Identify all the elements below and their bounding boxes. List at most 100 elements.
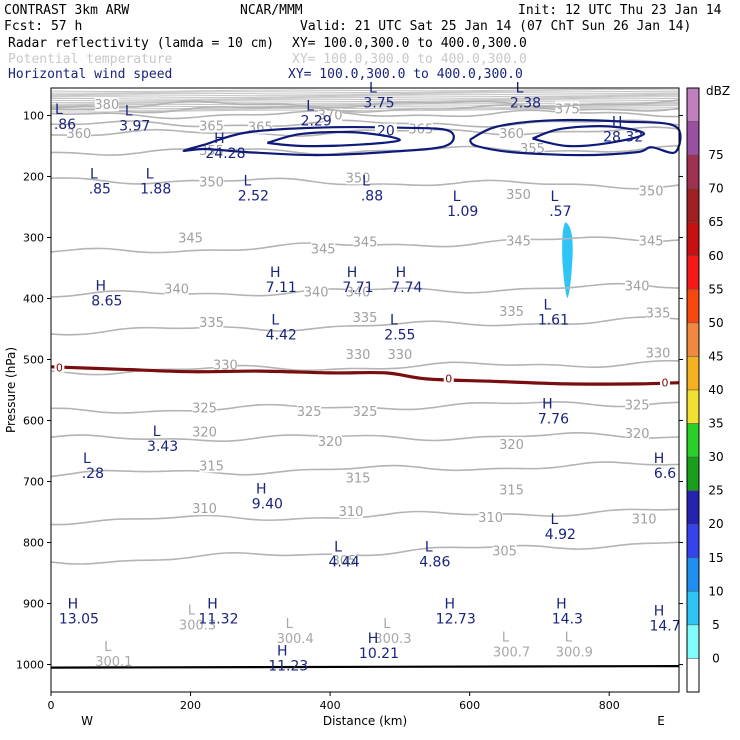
wind-extremum-letter: H (347, 265, 358, 281)
wind-extremum-letter: H (68, 596, 79, 612)
stratosphere-isentrope (50, 97, 680, 102)
wind-contour-20 (182, 126, 455, 157)
wind-extremum-value: 12.73 (436, 611, 476, 627)
y-tick-label: 800 (23, 537, 44, 550)
wind-extremum-letter: L (153, 424, 161, 440)
theta-contour-label: 315 (346, 471, 371, 486)
wind-extremum-value: 24.28 (205, 146, 245, 162)
theta-extremum-letter: L (502, 630, 510, 645)
y-tick-label: 600 (23, 415, 44, 428)
wind-extremum-value: 13.05 (59, 611, 99, 627)
theta-label-bg (632, 511, 657, 526)
wind-extremum-letter: L (390, 313, 398, 329)
field-xy-theta: XY= 100.0,300.0 to 400.0,300.0 (292, 52, 527, 67)
theta-label-bg (506, 233, 531, 248)
colorbar-level-label: 20 (708, 517, 723, 531)
theta-extremum-value: 300.1 (95, 655, 132, 670)
colorbar-level-label: 0 (712, 651, 720, 665)
wind-extremum-value: 7.11 (266, 280, 297, 296)
theta-contour-320 (50, 431, 680, 443)
stratosphere-isentrope (50, 93, 680, 97)
plot-frame (50, 87, 680, 693)
theta-contour-label: 310 (339, 505, 364, 520)
theta-label-bg (178, 230, 203, 245)
wind-extremum-value: 4.86 (419, 555, 450, 571)
wind-extremum-value: 28.32 (603, 129, 643, 145)
theta-contour-label: 335 (499, 305, 524, 320)
theta-contour-label: 330 (646, 346, 671, 361)
theta-extremum-letter: L (383, 617, 391, 632)
field-name-theta: Potential temperature (8, 52, 173, 67)
wind-extremum-value: 7.76 (538, 411, 569, 427)
theta-label-bg (625, 397, 650, 412)
wind-extremum-letter: H (654, 604, 665, 620)
theta-contour-label: 350 (199, 176, 224, 191)
wind-extremum-letter: L (425, 540, 433, 556)
theta-contour-355 (50, 144, 680, 156)
plot-area: 305 305 310 310 310 310 315 315 315 320 320 320 320 3… (50, 80, 682, 693)
theta-label-bg (199, 118, 224, 133)
theta-label-bg (94, 97, 119, 112)
wind-contour-25 (532, 125, 646, 148)
colorbar-frame (686, 87, 700, 693)
theta-contour-label: 335 (646, 307, 671, 322)
forecast-hour: Fcst: 57 h (4, 19, 82, 34)
wind-extremum-letter: L (146, 166, 154, 182)
theta-contour-350 (50, 177, 680, 190)
field-name-reflectivity: Radar reflectivity (lamda = 10 cm) (8, 36, 274, 51)
colorbar-swatch (686, 356, 700, 391)
x-end-east: E (657, 714, 665, 728)
theta-contour-label: 325 (353, 405, 378, 420)
theta-contour-label: 350 (506, 188, 531, 203)
theta-contour-label: 340 (346, 285, 371, 300)
colorbar-swatch (686, 389, 700, 424)
theta-label-bg (164, 281, 189, 296)
wind-extremum-letter: L (453, 189, 461, 205)
surface-layer (50, 664, 680, 669)
theta-contour-label: 370 (318, 108, 343, 123)
colorbar-swatch (686, 188, 700, 223)
theta-label-bg (353, 403, 377, 418)
wind-extremum-letter: L (55, 102, 63, 118)
wind-extremum-value: 1.09 (447, 204, 478, 220)
wind-extremum-value: 1.88 (140, 181, 171, 197)
wind-extremum-letter: H (444, 596, 455, 612)
valid-time: Valid: 21 UTC Sat 25 Jan 14 (07 ChT Sun … (300, 19, 691, 34)
wind-extremum-value: 6.6 (654, 466, 676, 482)
theta-extremum-value: 300.3 (179, 619, 216, 634)
theta-contour-360 (50, 126, 680, 137)
theta-label-bg (520, 141, 545, 156)
wind-extremum-value: 3.75 (363, 95, 394, 111)
wind-extremum-letter: H (96, 279, 107, 295)
wind-extremum-letter: L (90, 166, 98, 182)
theta-contour-label: 345 (311, 243, 336, 258)
stratosphere-isentrope (51, 90, 679, 94)
colorbar-swatch (686, 289, 700, 324)
colorbar-swatch (686, 591, 700, 626)
theta-label-bg (625, 425, 650, 440)
theta-contour-label: 350 (346, 171, 371, 186)
wind-extremum-value: 7.74 (391, 280, 422, 296)
wind-extremum-letter: H (277, 643, 288, 659)
wind-extremum-letter: H (556, 596, 567, 612)
zero-isotherm-line (50, 365, 680, 386)
x-tick-label: 400 (320, 699, 341, 712)
colorbar-swatch (686, 322, 700, 357)
theta-contour-label: 345 (639, 235, 664, 250)
theta-contour-310 (50, 508, 680, 526)
x-tick-label: 600 (459, 699, 480, 712)
zero-label-bg (443, 371, 454, 384)
wind-extremum-letter: L (271, 313, 279, 329)
theta-label-bg (199, 314, 224, 329)
theta-extremum-letter: L (286, 617, 294, 632)
y-tick-label: 400 (23, 292, 44, 305)
theta-label-bg (387, 347, 412, 362)
y-tick-label: 700 (23, 476, 44, 489)
x-axis-label: Distance (km) (323, 714, 407, 728)
theta-contour-335 (50, 316, 680, 336)
theta-contour-label: 335 (353, 311, 378, 326)
theta-contour-label: 305 (332, 554, 357, 569)
theta-contour-label: 315 (499, 484, 524, 499)
theta-contour-label: 325 (192, 401, 217, 416)
theta-label-bg (192, 424, 217, 439)
